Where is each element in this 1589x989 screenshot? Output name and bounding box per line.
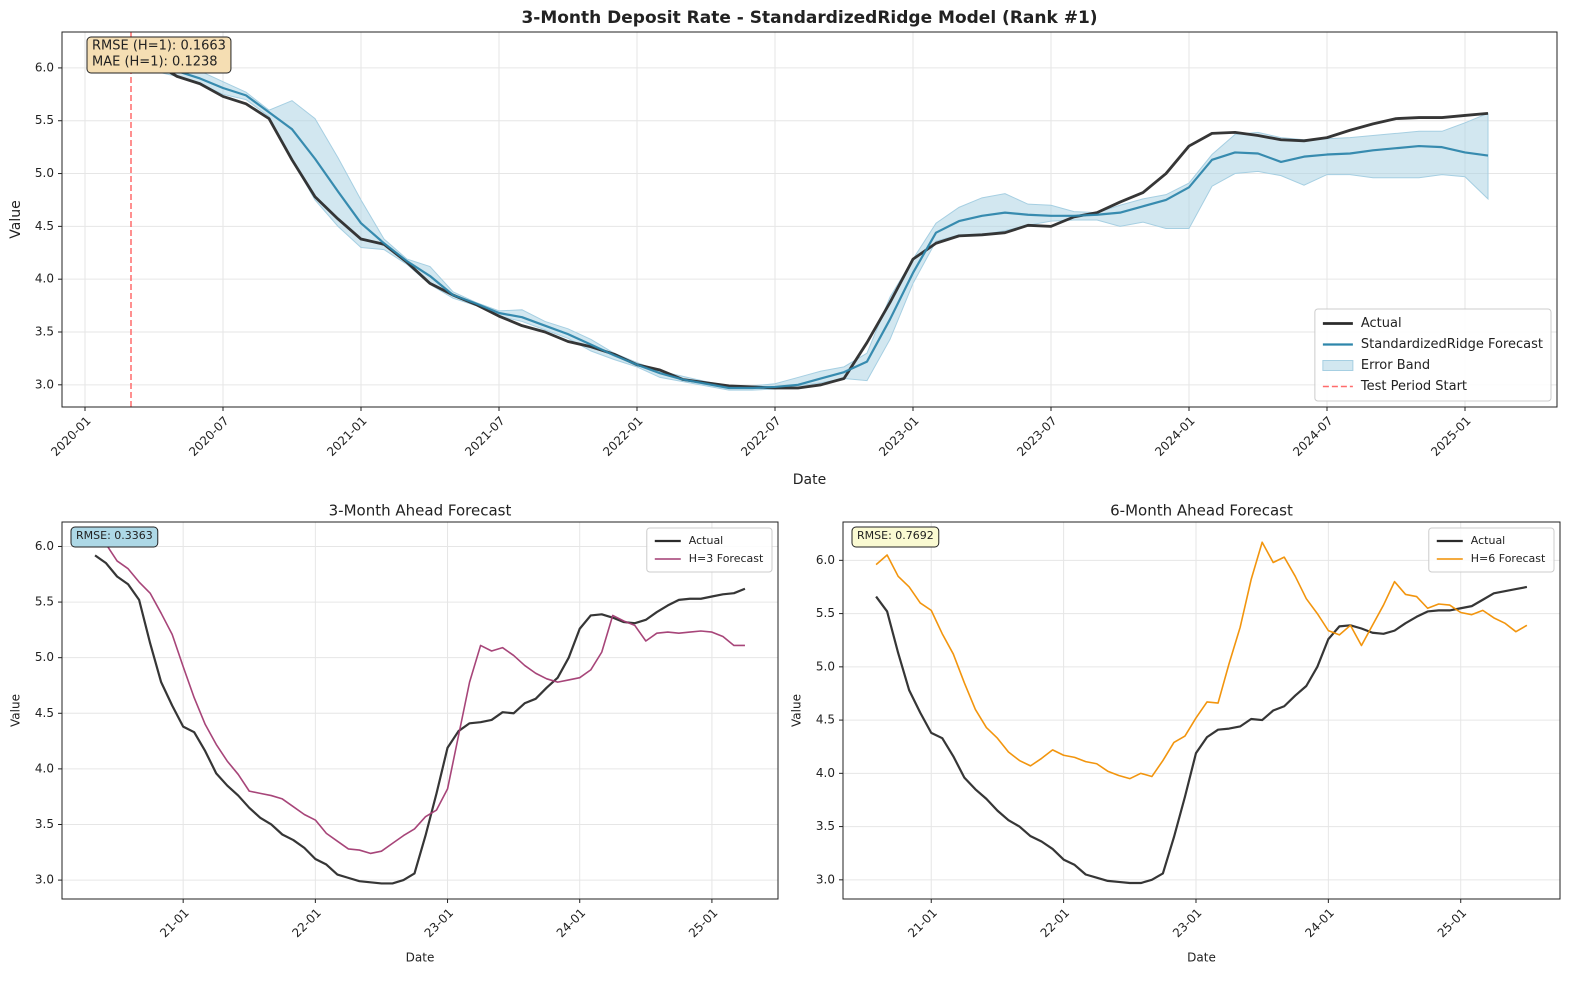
legend-label: Actual (689, 534, 723, 547)
legend-swatch (1322, 360, 1354, 371)
y-tick-label: 5.5 (35, 595, 54, 609)
y-tick-label: 4.0 (816, 766, 835, 780)
annotation-box (70, 526, 159, 548)
annotation-box (86, 36, 232, 74)
y-tick-label: 3.5 (35, 325, 54, 339)
series-line (94, 532, 745, 855)
annotation-box (851, 526, 940, 548)
y-tick-label: 4.5 (35, 219, 54, 233)
x-axis-label: Date (406, 951, 435, 965)
error-band (130, 51, 1489, 391)
y-axis-label: Value (790, 694, 804, 727)
y-axis-label: Value (8, 200, 24, 238)
series-line (130, 56, 1489, 390)
legend-label: Error Band (1361, 358, 1430, 373)
y-axis-label: Value (9, 694, 23, 727)
annotation: RMSE: 0.3363 (76, 529, 153, 542)
annotation: RMSE (H=1): 0.1663 (92, 39, 226, 54)
legend-box (1314, 308, 1552, 402)
y-tick-label: 6.0 (816, 553, 835, 567)
y-tick-label: 5.0 (35, 650, 54, 664)
series-line (875, 541, 1528, 780)
y-tick-label: 3.0 (816, 872, 835, 886)
legend-label: Actual (1361, 316, 1402, 331)
legend-box (1428, 527, 1555, 573)
y-tick-label: 5.0 (816, 659, 835, 673)
y-tick-label: 5.5 (35, 113, 54, 127)
plot-frame (61, 31, 1558, 408)
plot-frame (61, 521, 779, 900)
y-tick-label: 3.5 (816, 819, 835, 833)
series-line (94, 554, 746, 885)
annotation: MAE (H=1): 0.1238 (92, 55, 218, 70)
annotation: RMSE: 0.7692 (857, 529, 934, 542)
y-tick-label: 4.5 (816, 713, 835, 727)
legend-label: Test Period Start (1360, 379, 1467, 394)
plot-frame (842, 521, 1561, 900)
y-tick-label: 3.5 (35, 817, 54, 831)
series-line (875, 585, 1528, 885)
y-tick-label: 3.0 (35, 873, 54, 887)
x-axis-label: Date (793, 472, 826, 488)
series-line (130, 53, 1489, 390)
chart-title: 6-Month Ahead Forecast (1110, 502, 1293, 520)
y-tick-label: 6.0 (35, 60, 54, 74)
y-tick-label: 6.0 (35, 539, 54, 553)
y-tick-label: 5.5 (816, 606, 835, 620)
legend-label: H=6 Forecast (1471, 552, 1546, 565)
y-tick-label: 5.0 (35, 166, 54, 180)
legend-label: H=3 Forecast (689, 552, 764, 565)
y-tick-label: 3.0 (35, 377, 54, 391)
chart-title: 3-Month Ahead Forecast (329, 502, 512, 520)
legend-label: StandardizedRidge Forecast (1361, 337, 1543, 352)
legend-label: Actual (1471, 534, 1505, 547)
y-tick-label: 4.0 (35, 761, 54, 775)
legend-box (646, 527, 773, 573)
y-tick-label: 4.0 (35, 272, 54, 286)
chart-title: 3-Month Deposit Rate - StandardizedRidge… (521, 8, 1097, 28)
x-axis-label: Date (1187, 951, 1216, 965)
y-tick-label: 4.5 (35, 706, 54, 720)
